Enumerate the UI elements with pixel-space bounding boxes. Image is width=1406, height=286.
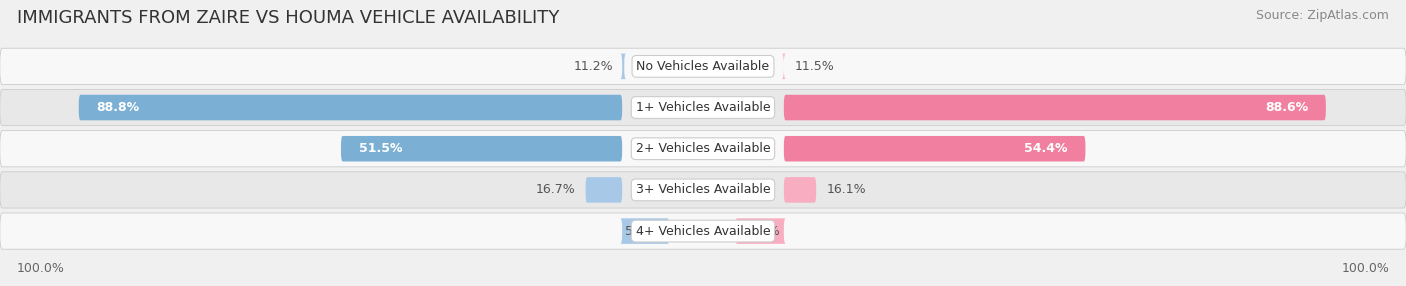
Text: IMMIGRANTS FROM ZAIRE VS HOUMA VEHICLE AVAILABILITY: IMMIGRANTS FROM ZAIRE VS HOUMA VEHICLE A…: [17, 9, 560, 27]
FancyBboxPatch shape: [785, 136, 1085, 162]
Text: 11.5%: 11.5%: [794, 60, 834, 73]
Text: 4+ Vehicles Available: 4+ Vehicles Available: [636, 225, 770, 238]
Text: 100.0%: 100.0%: [17, 262, 65, 275]
FancyBboxPatch shape: [785, 177, 815, 203]
FancyBboxPatch shape: [735, 218, 786, 244]
Text: 100.0%: 100.0%: [1341, 262, 1389, 275]
FancyBboxPatch shape: [0, 172, 1406, 208]
Text: 2+ Vehicles Available: 2+ Vehicles Available: [636, 142, 770, 155]
FancyBboxPatch shape: [785, 95, 1326, 120]
Text: 88.8%: 88.8%: [97, 101, 139, 114]
FancyBboxPatch shape: [620, 53, 626, 79]
FancyBboxPatch shape: [0, 90, 1406, 126]
FancyBboxPatch shape: [620, 218, 669, 244]
Text: 51.5%: 51.5%: [359, 142, 402, 155]
Text: 5.1%: 5.1%: [624, 225, 657, 238]
Text: No Vehicles Available: No Vehicles Available: [637, 60, 769, 73]
Text: 16.7%: 16.7%: [536, 183, 575, 196]
Text: 3+ Vehicles Available: 3+ Vehicles Available: [636, 183, 770, 196]
Text: 54.4%: 54.4%: [1025, 142, 1069, 155]
FancyBboxPatch shape: [79, 95, 621, 120]
Text: 16.1%: 16.1%: [827, 183, 866, 196]
Text: 1+ Vehicles Available: 1+ Vehicles Available: [636, 101, 770, 114]
Text: 11.2%: 11.2%: [574, 60, 614, 73]
FancyBboxPatch shape: [0, 131, 1406, 167]
Text: 88.6%: 88.6%: [1265, 101, 1308, 114]
Text: 4.9%: 4.9%: [748, 225, 780, 238]
FancyBboxPatch shape: [340, 136, 621, 162]
FancyBboxPatch shape: [586, 177, 621, 203]
FancyBboxPatch shape: [782, 53, 786, 79]
FancyBboxPatch shape: [0, 213, 1406, 249]
Text: Source: ZipAtlas.com: Source: ZipAtlas.com: [1256, 9, 1389, 21]
FancyBboxPatch shape: [0, 48, 1406, 84]
